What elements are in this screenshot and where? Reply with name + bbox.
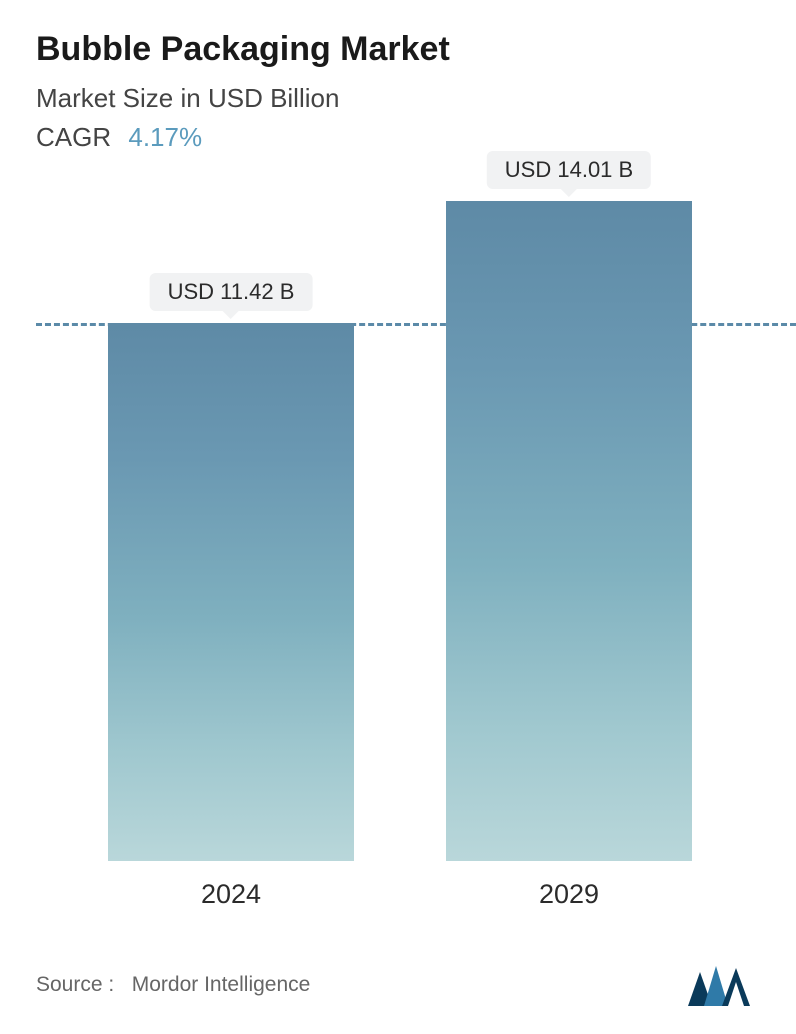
source-text: Source : Mordor Intelligence xyxy=(36,973,310,997)
bar-fill xyxy=(108,323,354,861)
source-prefix: Source : xyxy=(36,973,114,996)
bar-value-label: USD 11.42 B xyxy=(150,273,313,311)
chart-footer: Source : Mordor Intelligence xyxy=(36,964,760,1006)
bar-chart: USD 11.42 B2024USD 14.01 B2029 xyxy=(36,201,756,861)
chart-subtitle: Market Size in USD Billion xyxy=(36,83,760,114)
source-name: Mordor Intelligence xyxy=(132,973,311,996)
cagr-label: CAGR xyxy=(36,122,111,152)
cagr-line: CAGR 4.17% xyxy=(36,122,760,153)
x-axis-label: 2024 xyxy=(201,879,261,910)
chart-title: Bubble Packaging Market xyxy=(36,30,760,69)
bar-value-label: USD 14.01 B xyxy=(487,151,651,189)
brand-logo-icon xyxy=(688,964,760,1006)
bar: USD 14.01 B xyxy=(446,201,692,861)
bar: USD 11.42 B xyxy=(108,323,354,861)
bar-fill xyxy=(446,201,692,861)
cagr-value: 4.17% xyxy=(128,122,202,152)
x-axis-label: 2029 xyxy=(539,879,599,910)
